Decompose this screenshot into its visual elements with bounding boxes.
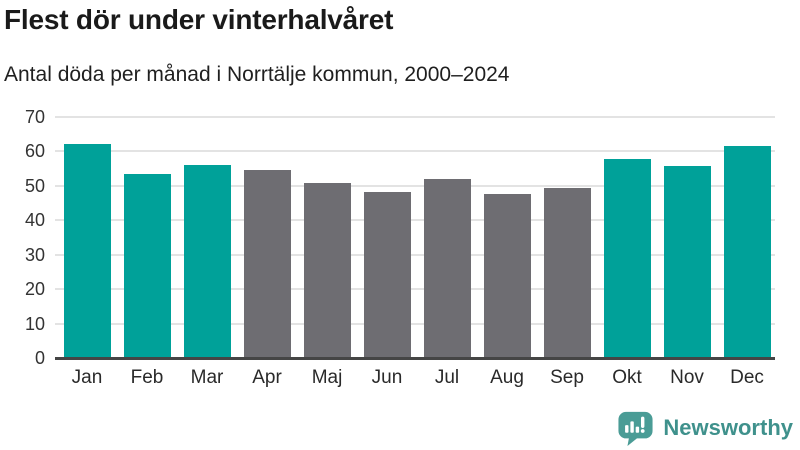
brand-name: Newsworthy — [663, 415, 793, 440]
y-axis-labels: 0 10 20 30 40 50 60 70 — [0, 107, 47, 368]
gridline-60 — [55, 150, 775, 153]
x-tick-label-feb: Feb — [130, 367, 164, 388]
x-tick-label-jun: Jun — [371, 367, 403, 388]
bar-mar — [183, 164, 231, 358]
bar-nov — [663, 166, 711, 358]
x-axis-labels: Jan Feb Mar Apr Maj Jun Jul Aug Sep Okt Nov Dec — [57, 367, 777, 389]
bar-jan — [63, 143, 111, 358]
x-tick-label-okt: Okt — [612, 367, 642, 388]
bar-slot-mar — [177, 117, 237, 358]
bar-series — [57, 117, 777, 358]
chart-subtitle: Antal döda per månad i Norrtälje kommun,… — [4, 63, 510, 86]
bar-aug — [483, 193, 531, 358]
x-tick-label-aug: Aug — [490, 367, 524, 388]
bar-jul — [423, 178, 471, 358]
bar-dec — [723, 145, 771, 358]
gridline-40 — [55, 219, 775, 222]
bar-slot-jul — [417, 117, 477, 358]
x-tick-label-apr: Apr — [252, 367, 282, 388]
bar-slot-okt — [597, 117, 657, 358]
bar-slot-sep — [537, 117, 597, 358]
x-tick-label-jul: Jul — [434, 367, 460, 388]
x-tick-label-maj: Maj — [311, 367, 343, 388]
y-tick-label: 0 — [34, 348, 45, 368]
bar-slot-aug — [477, 117, 537, 358]
y-tick-label: 20 — [24, 279, 45, 300]
y-tick-label: 40 — [24, 210, 45, 231]
brand-footer: Newsworthy — [616, 410, 793, 446]
bar-feb — [123, 174, 171, 358]
gridline-50 — [55, 184, 775, 187]
bar-slot-jun — [357, 117, 417, 358]
gridline-70 — [55, 116, 775, 118]
bar-apr — [243, 170, 291, 358]
y-tick-label: 30 — [24, 244, 45, 265]
bar-slot-apr — [237, 117, 297, 358]
chart-title: Flest dör under vinterhalvåret — [4, 4, 394, 35]
x-tick-label-jan: Jan — [71, 367, 103, 388]
gridline-20 — [55, 288, 775, 291]
x-tick-label-sep: Sep — [550, 367, 584, 388]
bar-maj — [303, 182, 351, 358]
y-tick-label: 60 — [24, 141, 45, 162]
bar-slot-feb — [117, 117, 177, 358]
bar-slot-dec — [717, 117, 777, 358]
gridline-30 — [55, 253, 775, 256]
bar-sep — [543, 188, 591, 358]
bar-slot-maj — [297, 117, 357, 358]
bar-jun — [363, 192, 411, 358]
y-tick-label: 50 — [24, 175, 45, 196]
newsworthy-logo-icon — [618, 411, 653, 446]
x-tick-label-mar: Mar — [190, 367, 224, 388]
gridline-10 — [55, 322, 775, 325]
plot-area — [55, 116, 775, 358]
y-tick-label: 10 — [24, 313, 45, 334]
x-axis-line — [55, 357, 775, 360]
x-tick-label-nov: Nov — [670, 367, 704, 388]
y-tick-label: 70 — [24, 107, 45, 127]
x-tick-label-dec: Dec — [730, 367, 764, 388]
bar-slot-jan — [57, 117, 117, 358]
bar-okt — [603, 159, 651, 358]
bar-slot-nov — [657, 117, 717, 358]
